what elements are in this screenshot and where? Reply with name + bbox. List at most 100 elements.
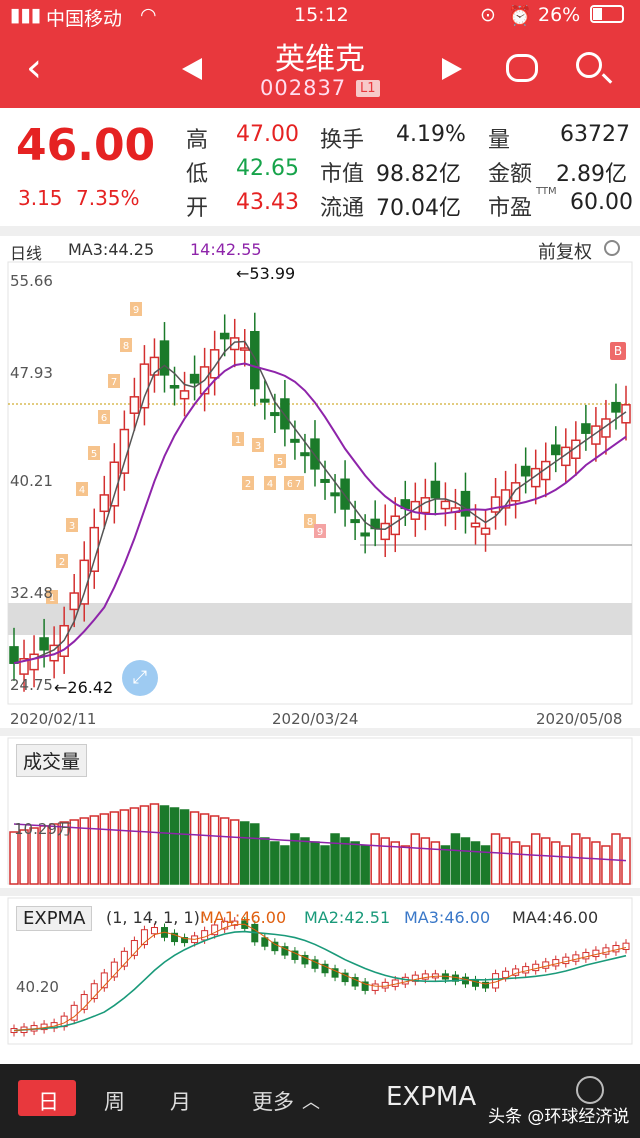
candle-body: [440, 500, 451, 510]
counter-badge: [232, 432, 244, 446]
volume-bar: [240, 821, 250, 885]
counter-badge: [88, 446, 100, 460]
candle-body: [159, 340, 170, 376]
candle-body: [380, 522, 390, 541]
expma-ma2: MA2:42.51: [304, 908, 391, 927]
stat-value-open: 43.43: [236, 190, 299, 215]
counter-label: 5: [277, 457, 283, 468]
ma-line: [13, 362, 627, 665]
expma-ma2-line: [13, 930, 627, 1032]
tab-more[interactable]: 更多: [252, 1090, 294, 1114]
expma-candle-body: [110, 961, 118, 978]
counter-label: 7: [295, 479, 301, 490]
top-header: ▮▮▮ 中国移动 ◠ 15:12 ⊙ ⏰ 26% ‹ 英维克 002837 L1: [0, 0, 640, 108]
gear-icon[interactable]: [604, 240, 620, 256]
expma-candle-body: [231, 920, 239, 926]
counter-label: 2: [245, 479, 251, 490]
counter-label: 2: [59, 557, 65, 568]
expma-candle-body: [100, 972, 108, 989]
expma-candle-body: [301, 954, 309, 965]
volume-bar: [571, 833, 581, 885]
candle-body: [129, 396, 140, 414]
back-chevron-icon[interactable]: ‹: [26, 45, 42, 91]
prev-arrow-icon[interactable]: [182, 58, 202, 80]
candle-body: [551, 444, 561, 456]
expma-candle-body: [592, 949, 600, 958]
counter-badge: [264, 476, 276, 490]
candle-body: [209, 349, 220, 379]
volume-bar: [189, 811, 200, 885]
candle-body: [591, 425, 601, 445]
candle-body: [520, 465, 531, 477]
expma-ma3: MA3:46.00: [404, 908, 491, 927]
candle-body: [39, 637, 49, 651]
expma-candle-body: [371, 983, 379, 991]
expma-candle-body: [522, 966, 530, 974]
adjust-mode[interactable]: 前复权: [538, 242, 592, 263]
expma-candle-body: [421, 973, 429, 980]
stat-label-float-cap: 流通: [320, 196, 365, 221]
chevron-up-icon[interactable]: ︿: [302, 1092, 320, 1113]
counter-badge: [120, 338, 132, 352]
volume-bar: [460, 837, 471, 885]
support-band: [8, 603, 632, 635]
volume-bar: [350, 841, 360, 885]
expma-candle-body: [602, 947, 610, 955]
search-icon[interactable]: [576, 52, 613, 84]
lock-rotation-icon: ⊙: [480, 4, 496, 26]
counter-label: 4: [267, 479, 273, 490]
candle-body: [179, 390, 190, 400]
expma-candle-body: [281, 946, 289, 956]
tab-month[interactable]: 月: [170, 1090, 191, 1114]
volume-bar: [360, 845, 370, 885]
expma-candle-body: [70, 1004, 78, 1021]
volume-frame: [7, 737, 633, 885]
price-change: 3.15: [18, 186, 63, 210]
candle-body: [270, 412, 280, 417]
high-marker: ←53.99: [236, 264, 296, 283]
volume-bar: [139, 805, 150, 885]
robot-icon[interactable]: [506, 54, 538, 82]
candle-body: [430, 480, 441, 499]
counter-badge: [76, 482, 88, 496]
counter-badge: [108, 374, 120, 388]
volume-tick: 10.29万: [14, 820, 72, 838]
tab-day[interactable]: 日: [38, 1090, 59, 1114]
candle-body: [621, 404, 631, 424]
candle-body: [360, 532, 370, 537]
next-arrow-icon[interactable]: [442, 58, 462, 80]
stock-name: 英维克: [275, 42, 365, 77]
expand-chart-icon[interactable]: ⤢: [122, 660, 158, 696]
y-tick-1: 55.66: [10, 272, 53, 290]
counter-badge: [314, 524, 326, 538]
tab-week[interactable]: 周: [104, 1090, 125, 1114]
candle-body: [601, 418, 611, 438]
volume-bar: [310, 841, 320, 885]
counter-label: 6: [101, 413, 107, 424]
expma-candle-body: [211, 924, 219, 936]
indicator-selector[interactable]: EXPMA: [386, 1082, 477, 1112]
volume-bar: [480, 845, 491, 885]
volume-bar: [440, 845, 451, 885]
expma-candle-body: [622, 942, 630, 951]
volume-bar: [530, 833, 541, 885]
counter-badge: [292, 476, 304, 490]
volume-bar: [250, 823, 260, 885]
candle-body: [290, 438, 300, 443]
expma-candle-body: [120, 950, 128, 967]
volume-bar: [179, 809, 190, 885]
candle-body: [350, 519, 360, 524]
menu-icon[interactable]: [576, 1076, 604, 1104]
bottom-tab-bar: 日 周 月 更多 ︿ EXPMA 头条 @环球经济说: [0, 1064, 640, 1138]
counter-label: 6: [287, 479, 293, 490]
buy-marker: B: [610, 342, 626, 360]
expma-candle-body: [80, 994, 88, 1010]
counter-label: 9: [133, 305, 139, 316]
counter-badge: [46, 590, 58, 604]
status-time: 15:12: [294, 4, 349, 26]
period-label[interactable]: 日线: [10, 244, 43, 263]
volume-bar: [450, 833, 461, 885]
volume-bar: [290, 833, 300, 885]
candle-body: [260, 398, 270, 403]
